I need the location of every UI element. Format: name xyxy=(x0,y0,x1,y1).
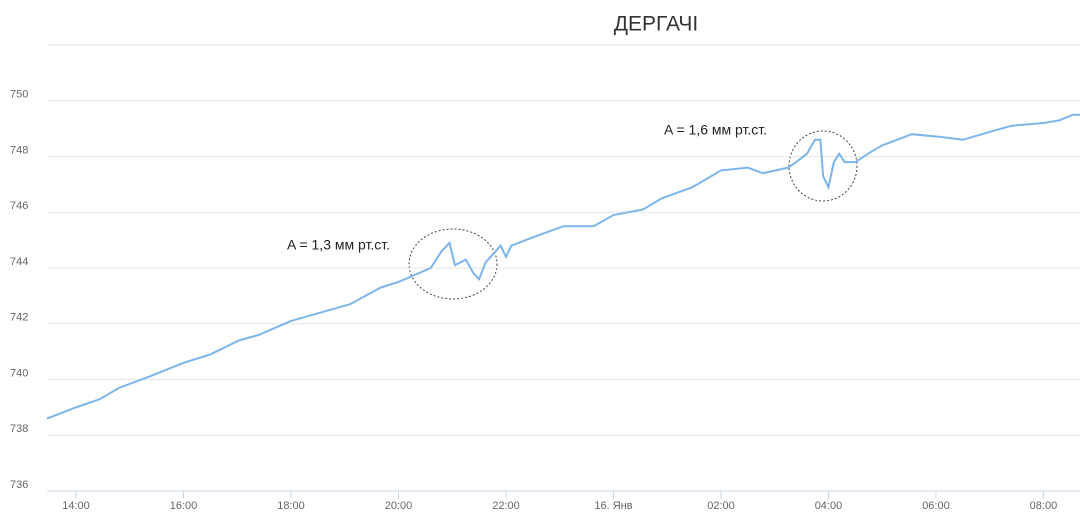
y-tick-label: 748 xyxy=(10,144,28,156)
y-tick-label: 750 xyxy=(10,89,28,101)
chart-title: ДЕРГАЧІ xyxy=(614,13,698,36)
y-tick-label: 736 xyxy=(10,479,28,491)
y-tick-label: 744 xyxy=(10,256,28,268)
x-tick-label: 22:00 xyxy=(492,500,520,512)
x-tick-label: 14:00 xyxy=(62,500,90,512)
y-tick-label: 746 xyxy=(10,200,28,212)
x-tick-label: 16:00 xyxy=(170,500,198,512)
y-tick-label: 740 xyxy=(10,367,28,379)
line-series xyxy=(46,113,1080,420)
x-tick-label: 18:00 xyxy=(277,500,305,512)
x-tick-label: 20:00 xyxy=(385,500,413,512)
x-tick-label: 02:00 xyxy=(707,500,735,512)
annotation: A = 1,6 мм рт.ст. xyxy=(664,122,767,138)
x-tick-label: 08:00 xyxy=(1030,500,1058,512)
y-tick-label: 738 xyxy=(10,423,28,435)
x-tick-label: 04:00 xyxy=(815,500,843,512)
x-tick-label: 16. Янв xyxy=(594,500,632,512)
annotation: A = 1,3 мм рт.ст. xyxy=(287,237,390,253)
highlight-ellipse xyxy=(408,228,498,300)
y-tick-label: 742 xyxy=(10,312,28,324)
x-tick-label: 06:00 xyxy=(922,500,950,512)
